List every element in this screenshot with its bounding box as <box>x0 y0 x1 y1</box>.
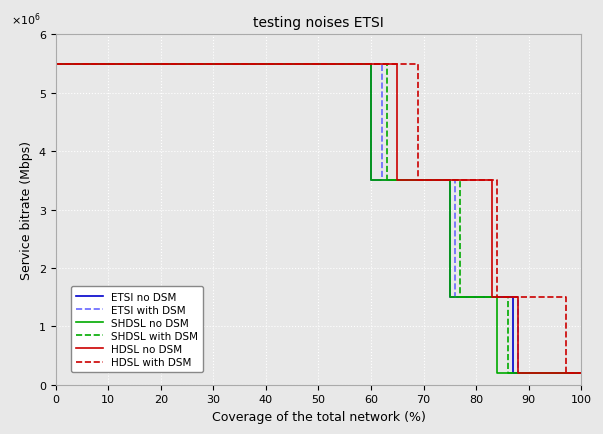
ETSI no DSM <box>510 295 517 300</box>
SHDSL no DSM <box>446 178 453 184</box>
Line: SHDSL with DSM: SHDSL with DSM <box>55 65 581 373</box>
HDSL no DSM <box>488 178 496 184</box>
ETSI no DSM <box>510 371 517 376</box>
Line: ETSI no DSM: ETSI no DSM <box>55 65 581 373</box>
Line: ETSI with DSM: ETSI with DSM <box>55 65 581 373</box>
HDSL with DSM <box>562 371 569 376</box>
HDSL with DSM <box>494 178 501 184</box>
HDSL no DSM <box>488 295 496 300</box>
SHDSL no DSM <box>446 295 453 300</box>
SHDSL no DSM <box>367 62 374 67</box>
SHDSL no DSM <box>494 295 501 300</box>
ETSI with DSM <box>452 178 459 184</box>
HDSL no DSM <box>394 62 401 67</box>
HDSL no DSM <box>394 178 401 184</box>
ETSI with DSM <box>452 295 459 300</box>
ETSI no DSM <box>446 295 453 300</box>
Line: HDSL with DSM: HDSL with DSM <box>55 65 581 373</box>
Line: SHDSL no DSM: SHDSL no DSM <box>55 65 581 373</box>
HDSL no DSM <box>52 62 59 67</box>
SHDSL no DSM <box>578 371 585 376</box>
ETSI with DSM <box>515 295 522 300</box>
HDSL with DSM <box>578 371 585 376</box>
HDSL with DSM <box>562 295 569 300</box>
HDSL with DSM <box>494 295 501 300</box>
SHDSL with DSM <box>384 178 391 184</box>
SHDSL with DSM <box>384 62 391 67</box>
ETSI no DSM <box>578 371 585 376</box>
ETSI with DSM <box>378 62 385 67</box>
SHDSL with DSM <box>504 371 511 376</box>
SHDSL no DSM <box>52 62 59 67</box>
SHDSL no DSM <box>494 371 501 376</box>
HDSL no DSM <box>515 371 522 376</box>
HDSL no DSM <box>515 295 522 300</box>
ETSI with DSM <box>515 371 522 376</box>
Legend: ETSI no DSM, ETSI with DSM, SHDSL no DSM, SHDSL with DSM, HDSL no DSM, HDSL with: ETSI no DSM, ETSI with DSM, SHDSL no DSM… <box>71 287 203 372</box>
SHDSL with DSM <box>504 295 511 300</box>
ETSI with DSM <box>52 62 59 67</box>
HDSL with DSM <box>415 62 422 67</box>
Title: testing noises ETSI: testing noises ETSI <box>253 16 384 30</box>
ETSI with DSM <box>378 178 385 184</box>
HDSL no DSM <box>578 371 585 376</box>
HDSL with DSM <box>415 178 422 184</box>
SHDSL no DSM <box>367 178 374 184</box>
X-axis label: Coverage of the total network (%): Coverage of the total network (%) <box>212 410 425 423</box>
HDSL with DSM <box>52 62 59 67</box>
SHDSL with DSM <box>578 371 585 376</box>
SHDSL with DSM <box>52 62 59 67</box>
Line: HDSL no DSM: HDSL no DSM <box>55 65 581 373</box>
SHDSL with DSM <box>457 295 464 300</box>
ETSI no DSM <box>446 178 453 184</box>
SHDSL with DSM <box>457 178 464 184</box>
ETSI no DSM <box>367 62 374 67</box>
Y-axis label: Service bitrate (Mbps): Service bitrate (Mbps) <box>20 141 33 279</box>
ETSI with DSM <box>578 371 585 376</box>
Text: $\times 10^6$: $\times 10^6$ <box>11 11 41 28</box>
ETSI no DSM <box>52 62 59 67</box>
ETSI no DSM <box>367 178 374 184</box>
